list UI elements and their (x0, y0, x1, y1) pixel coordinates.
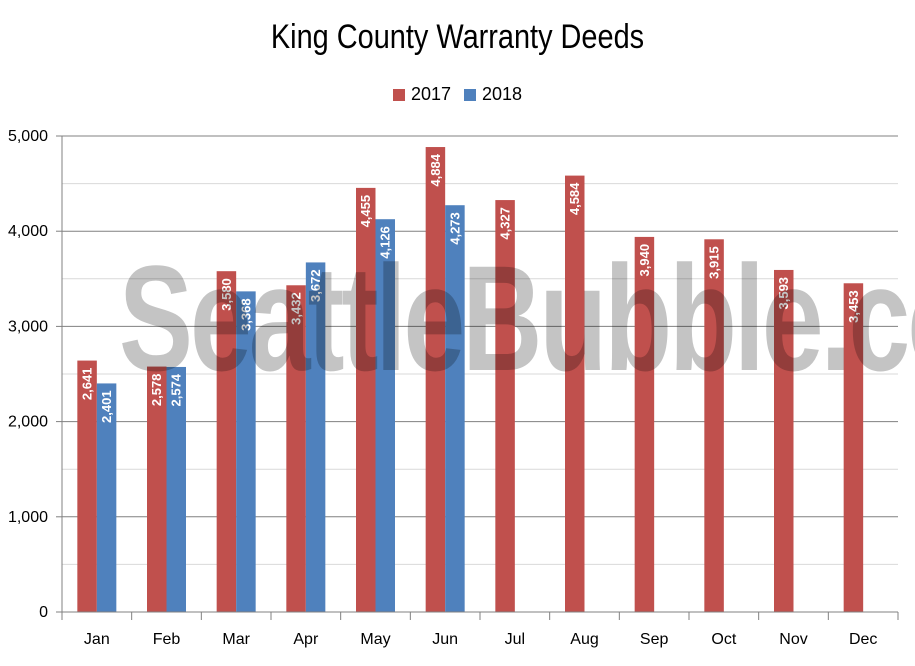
bar-2017-Jul (495, 200, 515, 613)
x-tick-label: Mar (222, 631, 250, 648)
bar-label-2018-May: 4,126 (378, 226, 393, 259)
y-tick-label: 4,000 (8, 223, 48, 240)
bar-label-2018-Feb: 2,574 (169, 373, 184, 406)
bar-2017-Jan (77, 360, 97, 612)
y-tick-label: 5,000 (8, 128, 48, 145)
bar-2018-Apr (305, 262, 326, 612)
bar-label-2017-Aug: 4,584 (567, 182, 582, 215)
grid-layer (62, 135, 898, 565)
y-tick-label: 3,000 (8, 318, 48, 335)
bar-2017-Aug (565, 175, 585, 612)
legend-swatch-2018 (464, 88, 476, 101)
bar-2017-Jun (425, 147, 446, 612)
bar-2017-Feb (147, 366, 167, 612)
bar-layer: 2,641 2,401 2,578 2,574 3,580 3,368 3,432 3,672… (77, 147, 864, 613)
bar-2017-Mar (216, 271, 237, 612)
legend-swatch-2017 (392, 88, 405, 101)
bar-label-2017-Jan: 2,641 (80, 368, 95, 401)
bar-label-2018-Jan: 2,401 (99, 390, 114, 423)
x-tick-label: Jul (505, 631, 525, 648)
x-tick-label: Jan (84, 631, 110, 648)
bar-2018-May (375, 219, 395, 612)
x-tick-label: May (360, 631, 390, 648)
bar-label-2017-May: 4,455 (358, 195, 373, 228)
legend-item-2018: 2018 (464, 84, 522, 105)
y-tick-label: 1,000 (8, 509, 48, 526)
y-tick-label: 0 (39, 604, 48, 621)
bar-label-2017-Feb: 2,578 (149, 374, 164, 407)
bar-2017-Apr (286, 285, 306, 612)
legend-label-2017: 2017 (410, 84, 451, 104)
bar-2018-Feb (166, 366, 186, 612)
bar-2017-Sep (634, 236, 655, 613)
bar-label-2018-Mar: 3,368 (238, 298, 253, 331)
bar-label-2018-Apr: 3,672 (308, 269, 323, 302)
legend: 2017 2018 (0, 84, 915, 106)
bar-label-2017-Dec: 3,453 (846, 290, 861, 323)
x-tick-label: Aug (570, 631, 598, 648)
bar-label-2017-Sep: 3,940 (637, 244, 652, 277)
x-tick-label: Oct (711, 631, 736, 648)
bar-2017-Dec (843, 283, 864, 612)
bar-label-2017-Jun: 4,884 (428, 153, 443, 186)
axis-layer: 0 1,000 2,000 3,000 4,000 5,000 Jan Feb Mar Apr Ma… (8, 128, 899, 648)
bar-label-2017-Nov: 3,593 (776, 277, 791, 310)
bar-2018-Mar (236, 291, 256, 612)
bar-2018-Jan (96, 383, 117, 612)
legend-label-2018: 2018 (482, 84, 523, 104)
x-tick-label: Feb (153, 631, 181, 648)
bar-2017-Nov (774, 269, 794, 612)
x-tick-label: Apr (293, 631, 319, 648)
y-tick-label: 2,000 (8, 414, 48, 431)
bar-label-2018-Jun: 4,273 (447, 212, 462, 245)
bar-2017-May (356, 187, 376, 612)
legend-item-2017: 2017 (392, 84, 451, 105)
x-tick-label: Sep (640, 631, 669, 648)
bar-label-2017-Mar: 3,580 (219, 278, 234, 311)
bar-label-2017-Jul: 4,327 (498, 207, 513, 240)
x-tick-label: Dec (849, 631, 877, 648)
bar-2018-Jun (445, 205, 465, 613)
chart-title: King County Warranty Deeds (270, 18, 645, 56)
bar-label-2017-Apr: 3,432 (289, 292, 304, 325)
bar-2017-Oct (704, 239, 724, 613)
bar-label-2017-Oct: 3,915 (707, 246, 722, 279)
x-tick-label: Nov (779, 631, 807, 648)
x-tick-label: Jun (432, 631, 458, 648)
